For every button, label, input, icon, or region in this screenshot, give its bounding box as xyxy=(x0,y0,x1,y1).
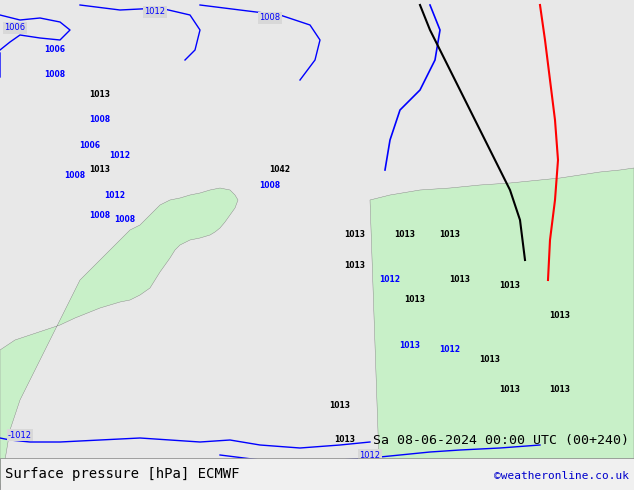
Text: 1013: 1013 xyxy=(344,230,365,240)
Text: 1013: 1013 xyxy=(399,341,420,349)
Text: 1013: 1013 xyxy=(335,436,356,444)
Text: 1008: 1008 xyxy=(65,171,86,179)
Text: 1013: 1013 xyxy=(404,295,425,304)
Text: 1013: 1013 xyxy=(439,230,460,240)
Text: 1006: 1006 xyxy=(79,141,101,149)
Text: 1013: 1013 xyxy=(550,386,571,394)
Text: 1013: 1013 xyxy=(394,230,415,240)
Text: 1006: 1006 xyxy=(44,46,65,54)
Text: 1012: 1012 xyxy=(145,7,165,17)
Polygon shape xyxy=(0,188,238,490)
Text: 1012: 1012 xyxy=(105,191,126,199)
Text: 1008: 1008 xyxy=(259,180,281,190)
Text: 1008: 1008 xyxy=(89,211,110,220)
Text: 1008: 1008 xyxy=(115,216,136,224)
Text: 1012: 1012 xyxy=(380,275,401,285)
Text: 1012: 1012 xyxy=(439,345,460,354)
Bar xyxy=(0,458,634,490)
Text: 1013: 1013 xyxy=(344,261,365,270)
Text: 1012: 1012 xyxy=(359,450,380,460)
Text: 1013: 1013 xyxy=(500,386,521,394)
Text: 1013: 1013 xyxy=(450,275,470,285)
Text: 1008: 1008 xyxy=(259,14,281,23)
Text: -1012: -1012 xyxy=(8,431,32,440)
Text: 1008: 1008 xyxy=(44,71,65,79)
Text: 1042: 1042 xyxy=(269,166,290,174)
Text: 1013: 1013 xyxy=(550,311,571,319)
Polygon shape xyxy=(370,168,634,490)
Text: 1012: 1012 xyxy=(110,150,131,160)
Text: 1006: 1006 xyxy=(4,24,25,32)
Text: 1013: 1013 xyxy=(500,280,521,290)
Text: 1013: 1013 xyxy=(330,400,351,410)
Text: Sa 08-06-2024 00:00 UTC (00+240): Sa 08-06-2024 00:00 UTC (00+240) xyxy=(373,434,629,447)
Text: 1013: 1013 xyxy=(479,356,500,365)
Text: Surface pressure [hPa] ECMWF: Surface pressure [hPa] ECMWF xyxy=(5,467,240,481)
Text: ©weatheronline.co.uk: ©weatheronline.co.uk xyxy=(494,470,629,481)
Text: 1013: 1013 xyxy=(89,166,110,174)
Text: 1008: 1008 xyxy=(89,116,110,124)
Text: 1013: 1013 xyxy=(89,91,110,99)
